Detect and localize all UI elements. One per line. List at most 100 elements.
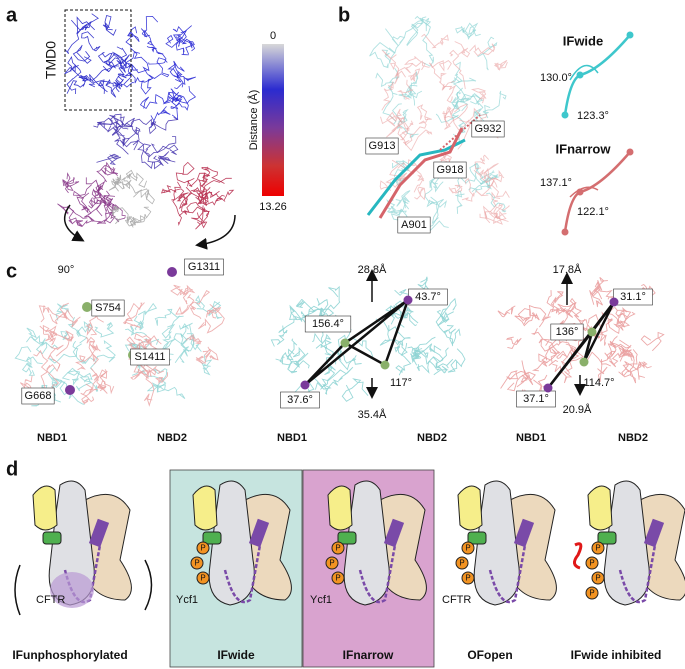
backbone bbox=[78, 74, 108, 93]
backbone bbox=[136, 139, 164, 169]
backbone bbox=[609, 335, 632, 349]
backbone bbox=[94, 322, 115, 338]
phospho bbox=[585, 586, 599, 600]
backbone bbox=[64, 64, 90, 82]
backbone bbox=[123, 117, 141, 146]
residue-label: 37.1° bbox=[523, 393, 549, 405]
gray-domain bbox=[603, 480, 650, 606]
residue bbox=[579, 357, 589, 367]
backbone bbox=[115, 204, 137, 227]
residue bbox=[340, 338, 350, 348]
backbone bbox=[110, 206, 121, 225]
backbone bbox=[564, 297, 582, 318]
backbone bbox=[76, 192, 95, 222]
backbone bbox=[161, 315, 184, 339]
backbone bbox=[66, 172, 75, 191]
backbone bbox=[148, 46, 167, 65]
angle: 123.3° bbox=[577, 110, 609, 122]
backbone bbox=[175, 37, 196, 56]
backbone bbox=[93, 117, 114, 132]
backbone bbox=[278, 311, 307, 333]
backbone bbox=[202, 348, 219, 361]
backbone bbox=[64, 19, 92, 54]
backbone bbox=[170, 93, 183, 121]
backbone bbox=[435, 99, 461, 123]
backbone bbox=[48, 367, 60, 389]
backbone bbox=[125, 325, 147, 336]
backbone bbox=[61, 370, 81, 386]
backbone bbox=[129, 118, 157, 127]
backbone bbox=[287, 360, 310, 374]
backbone bbox=[447, 348, 466, 373]
backbone bbox=[148, 57, 170, 79]
inset-title: IFwide bbox=[563, 33, 603, 48]
backbone bbox=[395, 190, 411, 209]
backbone bbox=[200, 354, 213, 376]
backbone bbox=[550, 291, 564, 310]
phospho bbox=[331, 571, 345, 585]
backbone bbox=[391, 103, 409, 125]
backbone bbox=[381, 37, 405, 64]
state-name: IFwide bbox=[217, 648, 255, 662]
backbone bbox=[150, 143, 179, 155]
backbone bbox=[459, 93, 484, 112]
backbone bbox=[375, 67, 400, 88]
phospho bbox=[455, 556, 469, 570]
phospho-label: P bbox=[465, 574, 470, 583]
backbone bbox=[506, 336, 522, 350]
label-box bbox=[130, 348, 170, 366]
backbone bbox=[88, 190, 113, 215]
backbone bbox=[591, 280, 603, 300]
backbone bbox=[408, 86, 423, 106]
backbone bbox=[319, 285, 341, 318]
backbone bbox=[543, 338, 561, 355]
backbone bbox=[177, 25, 195, 55]
domain: NBD2 bbox=[417, 432, 447, 444]
backbone bbox=[449, 49, 466, 90]
backbone bbox=[96, 165, 118, 183]
distance: 28.8Å bbox=[358, 263, 387, 276]
backbone bbox=[179, 333, 190, 364]
backbone bbox=[175, 289, 211, 315]
backbone bbox=[26, 335, 58, 355]
backbone bbox=[597, 359, 611, 383]
phospho bbox=[591, 571, 605, 585]
backbone bbox=[140, 15, 159, 38]
backbone bbox=[497, 305, 516, 318]
residue-label: G1311 bbox=[188, 261, 220, 273]
residue bbox=[167, 267, 177, 277]
protein-name: CFTR bbox=[36, 594, 65, 606]
motion bbox=[14, 564, 21, 616]
yellow-domain bbox=[457, 485, 483, 531]
label-box bbox=[613, 288, 653, 306]
backbone bbox=[514, 314, 538, 327]
backbone bbox=[475, 169, 505, 197]
backbone bbox=[421, 33, 449, 49]
backbone bbox=[380, 108, 403, 127]
backbone bbox=[316, 298, 329, 317]
backbone bbox=[429, 178, 444, 193]
backbone bbox=[538, 353, 559, 366]
state-name: IFnarrow bbox=[343, 648, 394, 662]
residue bbox=[543, 383, 553, 393]
phospho bbox=[196, 541, 210, 555]
backbone bbox=[398, 84, 418, 100]
backbone bbox=[195, 346, 212, 365]
backbone bbox=[80, 373, 100, 403]
structures bbox=[14, 9, 685, 616]
purple-loop bbox=[358, 544, 397, 604]
backbone bbox=[66, 79, 96, 94]
backbone bbox=[406, 15, 425, 47]
backbone bbox=[530, 328, 562, 352]
label-box bbox=[184, 258, 224, 276]
backbone bbox=[108, 177, 121, 192]
domain: NBD1 bbox=[516, 432, 546, 444]
green-helix bbox=[597, 531, 617, 545]
yellow-domain bbox=[192, 485, 218, 531]
backbone bbox=[112, 174, 122, 186]
phospho-label: P bbox=[200, 544, 205, 553]
backbone bbox=[369, 42, 396, 69]
backbone bbox=[186, 294, 202, 320]
backbone bbox=[295, 298, 319, 313]
residue-label: 136° bbox=[556, 326, 579, 338]
